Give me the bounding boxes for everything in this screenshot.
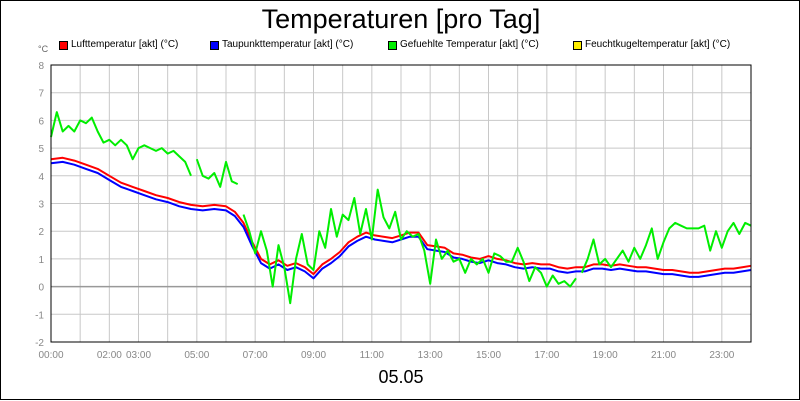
x-tick-label: 17:00	[534, 350, 559, 361]
series-line-0	[50, 156, 752, 276]
y-tick-label: 8	[38, 61, 44, 72]
y-tick-label: -2	[35, 338, 44, 349]
y-tick-label: 2	[38, 227, 44, 238]
legend-label-taupunkttemperatur: Taupunkttemperatur [akt] (°C)	[222, 39, 354, 50]
series-line-1	[50, 160, 752, 280]
x-tick-label: 15:00	[476, 350, 501, 361]
x-tick-label: 00:00	[38, 350, 63, 361]
legend-label-feuchtkugeltemperatur: Feuchtkugeltemperatur [akt] (°C)	[585, 39, 731, 50]
legend-swatch-taupunkttemperatur	[210, 41, 219, 50]
grid-lines	[50, 64, 752, 343]
x-tick-label: 03:00	[126, 350, 151, 361]
y-tick-label: 0	[38, 283, 44, 294]
series-line-2	[580, 221, 752, 274]
chart-legend: Lufttemperatur [akt] (°C) Taupunkttemper…	[1, 39, 800, 53]
y-tick-label: -1	[35, 310, 44, 321]
date-label: 05.05	[378, 367, 424, 387]
legend-swatch-lufttemperatur	[59, 41, 68, 50]
x-tick-label: 05:00	[184, 350, 209, 361]
y-tick-label: 6	[38, 116, 44, 127]
legend-label-lufttemperatur: Lufttemperatur [akt] (°C)	[71, 39, 179, 50]
chart-title: Temperaturen [pro Tag]	[261, 4, 541, 34]
y-tick-label: 7	[38, 89, 44, 100]
x-tick-label: 02:00	[97, 350, 122, 361]
legend-label-gefuehlte-temperatur: Gefuehlte Temperatur [akt] (°C)	[400, 39, 539, 50]
series-lines	[50, 111, 752, 305]
series-line-2	[195, 158, 239, 188]
series-line-2	[50, 111, 192, 177]
x-tick-label: 07:00	[243, 350, 268, 361]
x-tick-label: 13:00	[418, 350, 443, 361]
legend-swatch-feuchtkugeltemperatur	[573, 41, 582, 50]
legend-swatch-gefuehlte-temperatur	[388, 41, 397, 50]
x-tick-label: 11:00	[360, 350, 385, 361]
x-tick-label: 09:00	[301, 350, 326, 361]
series-line-2	[242, 188, 577, 305]
y-tick-label: 1	[38, 255, 44, 266]
y-axis-unit-label: °C	[38, 44, 49, 54]
x-tick-label: 19:00	[593, 350, 618, 361]
plot-border	[50, 64, 752, 343]
x-tick-label: 23:00	[709, 350, 734, 361]
axes	[50, 64, 752, 343]
y-tick-label: 4	[38, 172, 44, 183]
tick-labels: -2 -1 0 1 2 3 4 5 6 7 8 00:00 02:00 03:00 05:00 07:00 09…	[35, 61, 735, 361]
y-tick-label: 3	[38, 200, 44, 211]
x-tick-label: 21:00	[651, 350, 676, 361]
y-tick-label: 5	[38, 144, 44, 155]
